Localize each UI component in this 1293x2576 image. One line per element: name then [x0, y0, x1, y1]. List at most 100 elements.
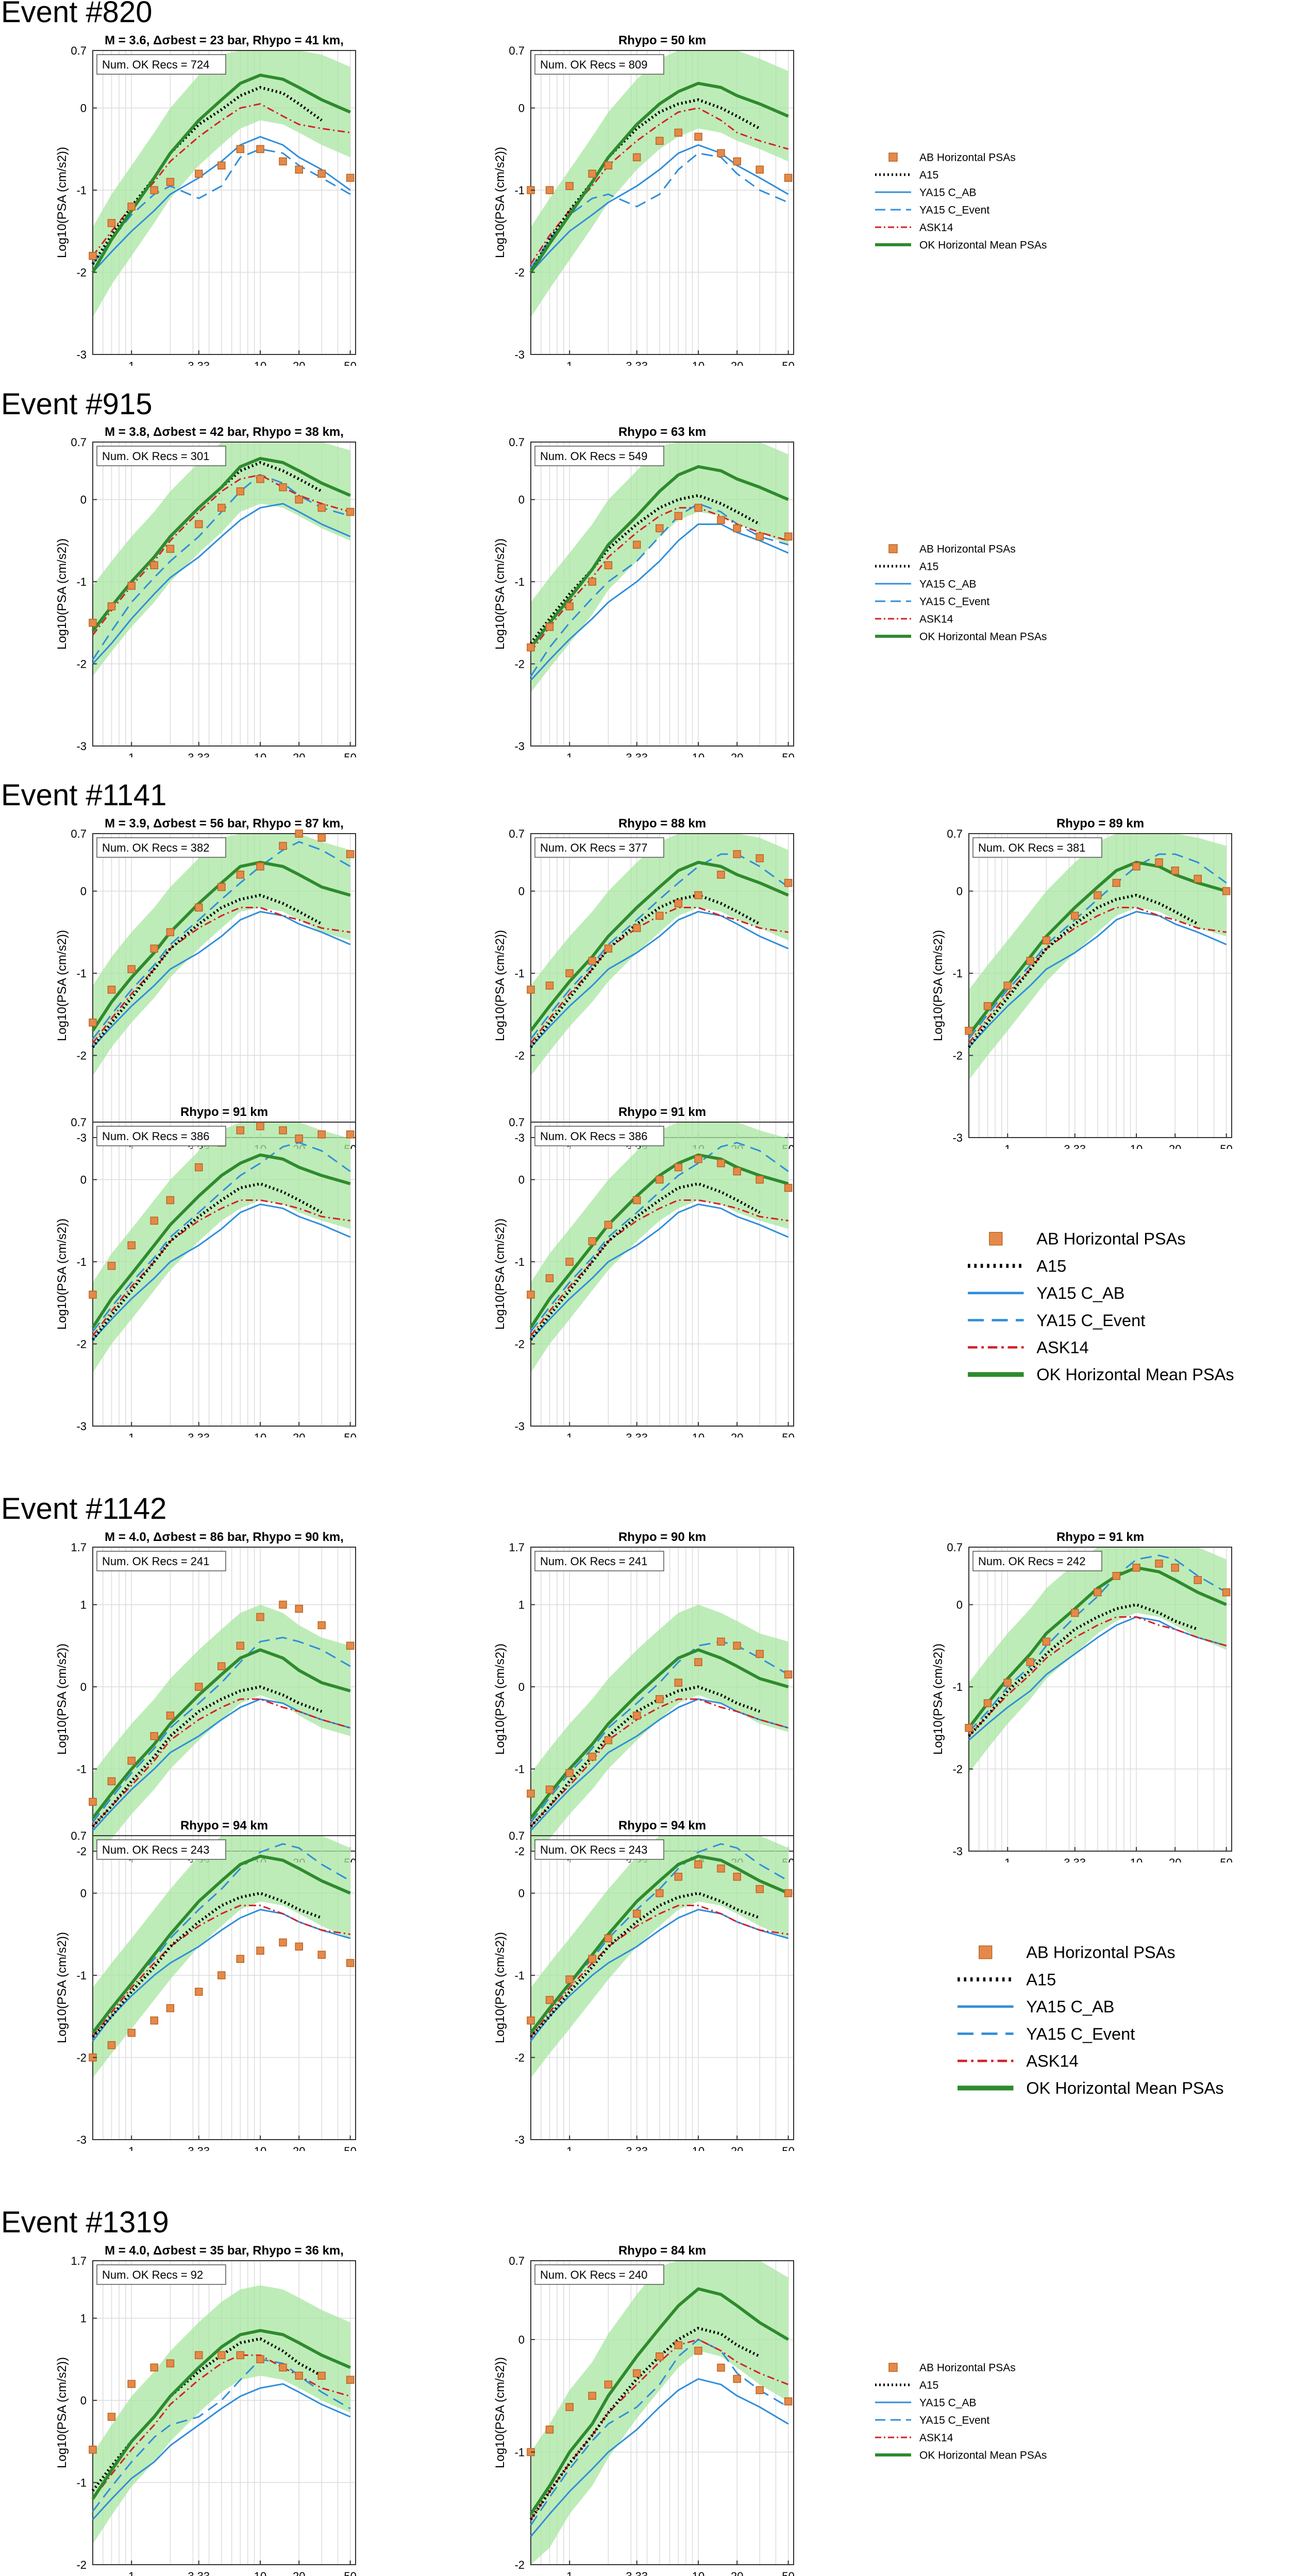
- psa-panel: -3-2-100.713.33102050Frequency (Hz)Log10…: [55, 817, 357, 1149]
- y-tick-label: 0.7: [509, 1116, 525, 1129]
- ab-psa-marker: [346, 1130, 355, 1139]
- legend-label: AB Horizontal PSAs: [1036, 1230, 1185, 1248]
- series-line-ask: [92, 1905, 350, 2038]
- ab-psa-marker: [733, 524, 741, 533]
- x-tick-label: 3.33: [188, 751, 210, 757]
- ab-psa-marker: [674, 1679, 683, 1687]
- num-ok-recs-box: Num. OK Recs = 381: [972, 837, 1102, 858]
- panel-title: Rhypo = 94 km: [180, 1819, 268, 1833]
- axes-frame: [530, 1122, 794, 1427]
- y-tick-label: -2: [514, 658, 525, 671]
- event-title: Event #1319: [1, 2206, 169, 2239]
- num-ok-recs-box: Num. OK Recs = 92: [96, 2264, 226, 2285]
- legend: AB Horizontal PSAs A15 YA15 C_AB YA15 C_Eve…: [968, 1230, 1234, 1384]
- x-tick-label: 10: [254, 751, 266, 757]
- ab-psa-marker: [1171, 867, 1179, 875]
- ab-psa-marker: [694, 1155, 702, 1163]
- ab-psa-marker: [194, 170, 203, 178]
- ab-psa-marker: [1194, 874, 1202, 883]
- y-axis-label: Log10(PSA (cm/s2)): [55, 1932, 69, 2043]
- y-tick-label: 0.7: [947, 1541, 963, 1554]
- ok-uncertainty-band: [531, 2261, 788, 2565]
- ab-psa-marker: [565, 1975, 574, 1984]
- series-line-ask: [968, 1616, 1227, 1737]
- ab-psa-marker: [717, 1637, 725, 1646]
- series-line-cab: [530, 1909, 789, 2042]
- x-tick-label: 20: [293, 751, 305, 757]
- ab-psa-marker: [150, 1732, 158, 1740]
- series-line-a15: [529, 1891, 761, 2038]
- ab-psa-marker: [565, 2403, 574, 2411]
- ab-psa-marker: [194, 2351, 203, 2360]
- ab-psa-marker: [107, 2413, 116, 2421]
- ab-psa-marker: [256, 2355, 264, 2364]
- y-tick-label: -2: [514, 1049, 525, 1062]
- y-tick-label: 0: [80, 885, 87, 898]
- ab-psa-marker: [604, 1934, 613, 1943]
- ab-psa-marker: [755, 2386, 764, 2395]
- y-tick-label: 0.7: [509, 827, 525, 840]
- ab-psa-marker: [346, 174, 355, 182]
- series-line-cab: [530, 1203, 789, 1341]
- x-tick-label: 3.33: [188, 1431, 210, 1437]
- y-tick-label: -2: [76, 658, 87, 671]
- legend-label: OK Horizontal Mean PSAs: [919, 631, 1047, 642]
- series-line-cev: [92, 474, 351, 660]
- y-tick-label: 0: [518, 494, 525, 506]
- ab-psa-marker: [127, 965, 136, 973]
- legend-entry-cev: YA15 C_Event: [875, 2414, 989, 2426]
- ab-psa-marker: [317, 834, 326, 842]
- ab-psa-marker: [256, 1613, 264, 1621]
- ab-psa-marker: [89, 1291, 97, 1299]
- num-ok-recs-text: Num. OK Recs = 301: [102, 450, 209, 463]
- num-ok-recs-box: Num. OK Recs = 549: [534, 446, 664, 466]
- ab-psa-marker: [1070, 911, 1079, 920]
- ab-psa-marker: [694, 1658, 702, 1666]
- ab-psa-marker: [717, 516, 725, 524]
- ab-psa-marker: [166, 178, 175, 186]
- legend-label: YA15 C_AB: [1036, 1284, 1124, 1302]
- y-tick-label: 1.7: [71, 2255, 87, 2267]
- ab-psa-marker: [166, 928, 175, 937]
- ab-psa-marker: [236, 145, 245, 154]
- y-tick-label: -1: [514, 2446, 525, 2459]
- series-line-ok: [529, 2287, 790, 2515]
- ab-psa-marker: [107, 1262, 116, 1270]
- legend-label: AB Horizontal PSAs: [1026, 1943, 1175, 1962]
- legend-swatch: [888, 152, 898, 162]
- y-tick-label: -1: [76, 184, 87, 197]
- legend-label: YA15 C_AB: [919, 578, 977, 590]
- panel-title: Rhypo = 91 km: [618, 1105, 706, 1119]
- ab-psa-marker: [346, 507, 355, 516]
- ab-psa-marker: [89, 1798, 97, 1806]
- ab-psa-marker: [545, 1996, 554, 2004]
- axes-frame: [530, 442, 794, 747]
- x-tick-label: 20: [293, 1431, 305, 1437]
- ab-psa-marker: [755, 532, 764, 541]
- ab-psa-marker: [565, 969, 574, 977]
- legend-entry-ab: AB Horizontal PSAs: [888, 543, 1016, 555]
- legend-label: A15: [919, 2379, 938, 2391]
- legend-entry-ask: ASK14: [875, 2432, 953, 2444]
- ab-psa-marker: [527, 643, 535, 652]
- ab-psa-marker: [565, 1258, 574, 1266]
- x-tick-label: 50: [782, 751, 794, 757]
- psa-panel: -3-2-100.713.33102050Frequency (Hz)Log10…: [493, 33, 795, 366]
- y-tick-label: -2: [514, 2052, 525, 2064]
- ab-psa-marker: [632, 1711, 641, 1720]
- series-line-cab: [530, 144, 789, 273]
- y-tick-label: -2: [514, 266, 525, 279]
- ab-psa-marker: [1042, 1637, 1051, 1646]
- y-tick-label: -3: [514, 740, 525, 753]
- y-tick-label: -2: [952, 1049, 963, 1062]
- num-ok-recs-text: Num. OK Recs = 382: [102, 841, 209, 854]
- ab-psa-marker: [588, 1237, 596, 1245]
- series-line-ask: [530, 1698, 789, 1827]
- legend-label: AB Horizontal PSAs: [919, 543, 1016, 555]
- ab-psa-marker: [604, 561, 613, 569]
- ab-psa-marker: [256, 1122, 264, 1130]
- y-tick-label: -2: [76, 1338, 87, 1351]
- ab-psa-marker: [656, 911, 664, 920]
- y-tick-label: -2: [952, 1763, 963, 1776]
- ok-uncertainty-band: [93, 1604, 350, 1851]
